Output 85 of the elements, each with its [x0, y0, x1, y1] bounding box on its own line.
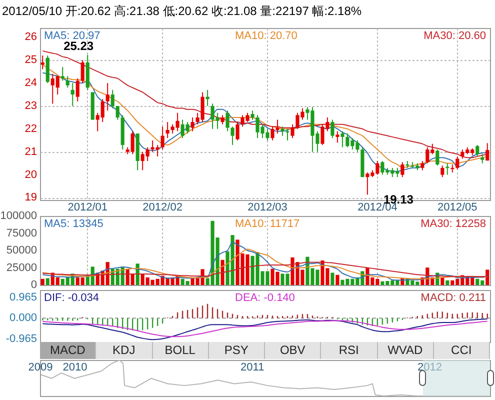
- candlestick: [206, 89, 210, 106]
- x-tick-label: 2012/01: [68, 202, 108, 214]
- text: CCI: [434, 342, 490, 359]
- candlestick: [340, 130, 344, 148]
- candlestick: [106, 82, 110, 112]
- text: MA30: 20.60: [424, 30, 486, 42]
- bar: [330, 272, 334, 285]
- candlestick: [436, 149, 440, 166]
- text: RSI: [321, 342, 378, 359]
- line-series: [42, 248, 488, 280]
- y-tick-label: 23: [24, 100, 37, 112]
- bar: [40, 278, 44, 285]
- x-tick-label: 2012: [418, 362, 442, 374]
- series-label: DEA: -0.140: [235, 292, 295, 304]
- candlestick: [116, 105, 120, 120]
- candlestick: [160, 126, 164, 150]
- bar: [46, 278, 50, 285]
- chart-title: 2012/05/10 开:20.62 高:21.38 低:20.62 收:21.08 量:22197 幅:2.18%: [2, 4, 362, 18]
- bar: [440, 277, 444, 285]
- y-tick-label: 0.000: [9, 312, 37, 324]
- candlestick: [166, 122, 170, 139]
- line-series: [42, 262, 488, 278]
- candlestick: [486, 142, 490, 162]
- x-tick-label: 2012/03: [248, 202, 288, 214]
- text: MA30: 12258: [420, 218, 486, 230]
- x-tick-label: 2009: [28, 362, 53, 374]
- bar: [446, 280, 450, 285]
- candlestick: [330, 119, 334, 139]
- bar: [220, 260, 224, 285]
- y-tick-label: 26: [24, 31, 37, 44]
- x-tick-label: 2010: [62, 362, 88, 374]
- bar: [336, 274, 340, 285]
- candlestick: [226, 110, 230, 132]
- candlestick: [440, 165, 444, 178]
- y-tick-label: 100000: [0, 210, 37, 222]
- y-tick-label: 19: [24, 192, 37, 204]
- line-series: [42, 242, 488, 281]
- text: BOLL: [152, 342, 209, 359]
- x-tick-label: 2011: [240, 362, 264, 374]
- y-tick-label: -0.965: [6, 333, 37, 346]
- candlestick: [66, 76, 70, 88]
- candlestick: [60, 66, 64, 82]
- candlestick: [80, 60, 84, 84]
- series-label: DIF: -0.034: [44, 292, 100, 304]
- text: WVAD: [378, 342, 434, 359]
- candlestick: [400, 162, 404, 178]
- text: MA10: 20.70: [235, 30, 298, 42]
- candlestick: [480, 154, 484, 164]
- candlestick: [336, 130, 340, 144]
- y-tick-label: 50000: [6, 244, 37, 256]
- text: MA5: 13345: [44, 218, 104, 230]
- candlestick: [456, 156, 460, 170]
- y-tick-label: 20: [24, 168, 37, 181]
- text: PSY: [208, 342, 265, 359]
- candlestick: [76, 78, 80, 102]
- y-tick-label: 0: [30, 279, 37, 291]
- y-tick-label: 24: [24, 77, 37, 90]
- y-tick-label: 21: [24, 146, 37, 158]
- x-tick-label: 2012/05: [438, 202, 478, 214]
- candlestick: [290, 124, 294, 139]
- y-tick-label: 75000: [6, 227, 37, 240]
- candlestick: [420, 160, 424, 171]
- series-label: MACD: 0.211: [420, 292, 486, 304]
- candlestick: [190, 116, 194, 132]
- x-tick-label: 2012/04: [358, 202, 398, 214]
- x-tick-label: 2012/02: [142, 202, 182, 214]
- candlestick: [220, 114, 224, 125]
- y-tick-label: 22: [24, 122, 37, 135]
- candlestick: [250, 110, 254, 120]
- text: OBV: [265, 342, 322, 359]
- text: MACD: [40, 342, 96, 359]
- candlestick: [280, 126, 284, 136]
- bar: [486, 270, 490, 285]
- y-tick-label: 25: [24, 54, 37, 66]
- candlestick: [286, 128, 290, 141]
- text: MA10: 11717: [235, 218, 300, 230]
- candlestick: [446, 162, 450, 176]
- y-tick-label: 25000: [6, 262, 37, 274]
- text: KDJ: [96, 342, 152, 359]
- candlestick: [70, 82, 74, 106]
- candlestick: [110, 89, 114, 109]
- y-tick-label: 0.965: [9, 291, 37, 304]
- candlestick: [476, 144, 480, 157]
- candlestick: [230, 126, 234, 146]
- candlestick: [236, 122, 240, 141]
